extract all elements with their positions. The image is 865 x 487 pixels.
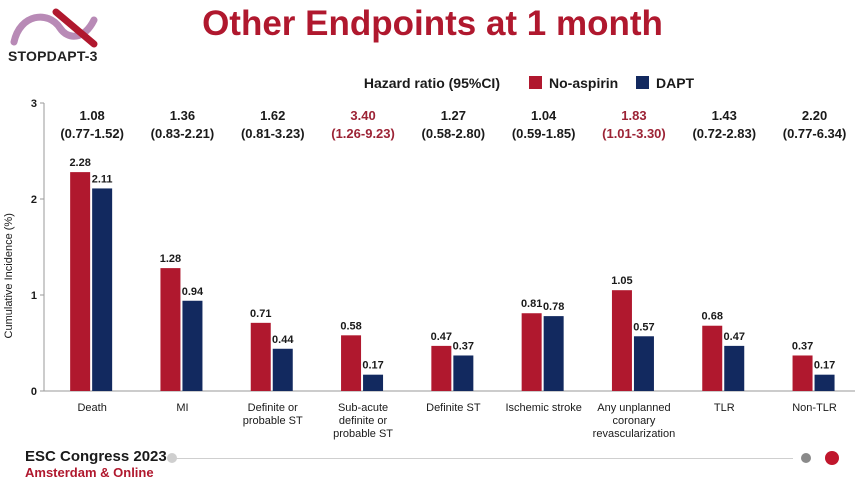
x-tick-label: probable ST [243, 415, 303, 427]
data-label-no-aspirin: 0.68 [702, 311, 723, 323]
hr-ci: (0.77-1.52) [60, 126, 124, 141]
stopdapt-logo-icon [10, 8, 98, 48]
footer-dot-gray [801, 453, 811, 463]
legend-swatch-no-aspirin [529, 76, 542, 89]
bar-no-aspirin [702, 325, 723, 391]
data-label-dapt: 0.17 [362, 360, 383, 372]
hr-ci: (0.81-3.23) [241, 126, 305, 141]
hr-value: 1.08 [79, 108, 104, 123]
labels: Hazard ratio (95%CI) No-aspirin DAPT 1.08 (0… [60, 75, 846, 440]
data-label-dapt: 0.57 [633, 321, 654, 333]
bar-no-aspirin [160, 268, 181, 391]
hr-value: 3.40 [350, 108, 375, 123]
bar-dapt [272, 348, 293, 391]
hr-value: 1.36 [170, 108, 195, 123]
x-tick-label: TLR [714, 402, 735, 414]
data-label-dapt: 0.17 [814, 360, 835, 372]
data-label-no-aspirin: 0.47 [431, 331, 452, 343]
x-tick-label: Any unplanned [597, 402, 670, 414]
data-label-dapt: 2.11 [92, 173, 113, 185]
x-tick-label: revascularization [593, 428, 676, 440]
bars [70, 172, 835, 391]
hr-value: 1.83 [621, 108, 646, 123]
hr-ci: (0.77-6.34) [783, 126, 847, 141]
x-tick-label: Definite ST [426, 402, 481, 414]
footer-dot-red [825, 451, 839, 465]
x-tick-label: Death [77, 402, 106, 414]
bar-dapt [363, 374, 384, 391]
bar-no-aspirin [250, 322, 271, 391]
legend-label-dapt: DAPT [656, 75, 695, 91]
data-label-no-aspirin: 0.58 [340, 320, 361, 332]
bar-no-aspirin [431, 345, 452, 391]
hr-value: 1.62 [260, 108, 285, 123]
x-tick-label: Non-TLR [792, 402, 837, 414]
x-tick-label: Definite or [248, 402, 298, 414]
bar-dapt [633, 336, 654, 391]
bar-dapt [453, 355, 474, 391]
bar-dapt [182, 300, 203, 391]
hr-ci: (0.59-1.85) [512, 126, 576, 141]
hr-ci: (1.26-9.23) [331, 126, 395, 141]
y-axis-title: Cumulative Incidence (%) [3, 213, 15, 338]
hr-legend-title: Hazard ratio (95%CI) [364, 75, 500, 91]
bar-dapt [814, 374, 835, 391]
hr-ci: (0.83-2.21) [151, 126, 215, 141]
data-label-no-aspirin: 0.37 [792, 340, 813, 352]
data-label-dapt: 0.44 [272, 334, 294, 346]
bar-no-aspirin [611, 290, 632, 391]
data-label-no-aspirin: 0.71 [250, 308, 271, 320]
bar-dapt [543, 316, 564, 391]
bar-dapt [724, 345, 745, 391]
y-tick-label: 2 [31, 194, 37, 206]
hr-ci: (1.01-3.30) [602, 126, 666, 141]
data-label-no-aspirin: 2.28 [69, 157, 90, 169]
data-label-dapt: 0.78 [543, 301, 564, 313]
hr-value: 2.20 [802, 108, 827, 123]
congress-location: Amsterdam & Online [25, 465, 154, 480]
data-label-dapt: 0.94 [182, 286, 204, 298]
data-label-dapt: 0.37 [453, 340, 474, 352]
footer-dot-start [167, 453, 177, 463]
logo-text: STOPDAPT-3 [8, 48, 98, 64]
data-label-dapt: 0.47 [724, 331, 745, 343]
bar-no-aspirin [70, 172, 91, 391]
legend-label-no-aspirin: No-aspirin [549, 75, 618, 91]
x-tick-label: Ischemic stroke [505, 402, 581, 414]
footer-progress-track [173, 458, 793, 459]
hr-ci: (0.72-2.83) [692, 126, 756, 141]
y-tick-label: 1 [31, 290, 37, 302]
y-tick-label: 3 [31, 98, 37, 110]
x-tick-label: probable ST [333, 428, 393, 440]
bar-no-aspirin [341, 335, 362, 391]
hr-ci: (0.58-2.80) [422, 126, 486, 141]
x-tick-label: Sub-acute [338, 402, 388, 414]
x-tick-label: definite or [339, 415, 388, 427]
hr-value: 1.27 [441, 108, 466, 123]
legend-swatch-dapt [636, 76, 649, 89]
hr-value: 1.43 [712, 108, 737, 123]
x-tick-label: coronary [613, 415, 656, 427]
bar-dapt [92, 188, 113, 391]
data-label-no-aspirin: 1.05 [611, 275, 632, 287]
y-tick-label: 0 [31, 386, 37, 398]
congress-name: ESC Congress 2023 [25, 448, 167, 465]
bar-no-aspirin [792, 355, 813, 391]
bar-no-aspirin [521, 313, 542, 391]
data-label-no-aspirin: 0.81 [521, 298, 542, 310]
hr-value: 1.04 [531, 108, 557, 123]
data-label-no-aspirin: 1.28 [160, 253, 181, 265]
page-title: Other Endpoints at 1 month [202, 4, 663, 43]
x-tick-label: MI [176, 402, 188, 414]
